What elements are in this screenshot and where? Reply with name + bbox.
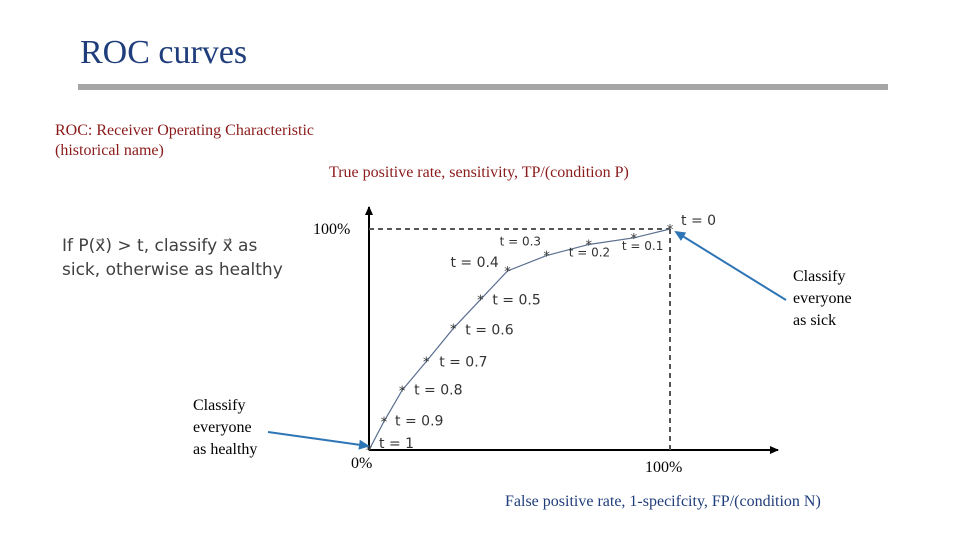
roc-point-marker: * [543, 250, 550, 265]
roc-point-marker: * [450, 322, 457, 337]
x-axis-label: False positive rate, 1-specifcity, FP/(c… [505, 493, 821, 510]
roc-point-marker: * [423, 356, 430, 371]
roc-point-marker: * [667, 223, 674, 238]
callout-sick-line3: as sick [793, 312, 837, 329]
roc-point-label: t = 0.5 [492, 293, 540, 309]
roc-point-label: t = 0.9 [395, 413, 443, 429]
roc-point-marker: * [585, 238, 592, 253]
roc-point-marker: * [399, 384, 406, 399]
title-divider [78, 84, 888, 90]
arrow-to-classify-healthy [267, 431, 370, 450]
classification-rule: If P(x⃗) > t, classify x⃗ as sick, other… [62, 234, 283, 282]
slide-title: ROC curves [80, 34, 248, 71]
roc-point-label: t = 0.2 [569, 245, 610, 259]
callout-classify-sick: Classify everyone as sick [793, 266, 852, 332]
roc-definition-line2: (historical name) [55, 142, 164, 159]
roc-point-marker: * [366, 444, 373, 459]
roc-point-marker: * [504, 265, 511, 280]
callout-healthy-line1: Classify [193, 397, 246, 414]
callout-sick-line1: Classify [793, 268, 846, 285]
roc-point-label: t = 0.3 [500, 235, 541, 249]
roc-definition: ROC: Receiver Operating Characteristic (… [55, 121, 314, 161]
roc-point-marker: * [381, 415, 388, 430]
roc-point-label: t = 0 [681, 213, 716, 229]
callout-healthy-line2: everyone [193, 419, 252, 436]
x-tick-0: 0% [351, 455, 373, 472]
roc-point-marker: * [631, 232, 638, 247]
roc-point-label: t = 1 [379, 436, 414, 452]
callout-classify-healthy: Classify everyone as healthy [193, 395, 257, 461]
arrow-to-classify-sick [674, 230, 787, 301]
roc-curve-line [368, 228, 671, 451]
roc-point-label: t = 0.6 [465, 322, 513, 338]
classification-rule-line2: sick, otherwise as healthy [62, 260, 283, 280]
roc-point-marker: * [477, 294, 484, 309]
x-tick-100: 100% [645, 459, 683, 476]
roc-point-label: t = 0.4 [450, 255, 498, 271]
roc-definition-line1: ROC: Receiver Operating Characteristic [55, 122, 315, 139]
y-tick-100: 100% [313, 221, 351, 238]
callout-healthy-line3: as healthy [193, 441, 258, 458]
callout-sick-line2: everyone [793, 290, 852, 307]
roc-point-label: t = 0.8 [414, 382, 462, 398]
classification-rule-line1: If P(x⃗) > t, classify x⃗ as [62, 236, 258, 256]
roc-point-label: t = 0.1 [622, 239, 663, 253]
roc-point-label: t = 0.7 [439, 355, 487, 371]
y-axis-label: True positive rate, sensitivity, TP/(con… [329, 164, 629, 181]
